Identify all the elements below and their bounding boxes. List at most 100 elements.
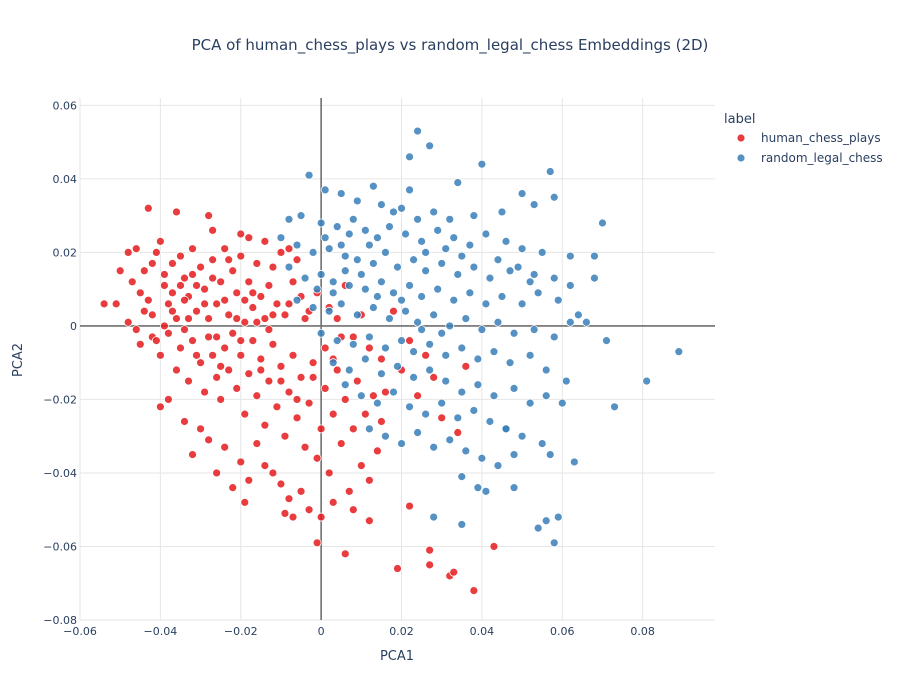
point-random_legal_chess	[421, 266, 431, 276]
point-random_legal_chess	[485, 273, 495, 283]
point-random_legal_chess	[441, 244, 451, 254]
point-human_chess_plays	[377, 354, 386, 364]
point-human_chess_plays	[340, 395, 350, 404]
point-human_chess_plays	[184, 376, 193, 386]
point-human_chess_plays	[429, 372, 439, 382]
point-human_chess_plays	[192, 306, 201, 316]
point-human_chess_plays	[268, 262, 278, 272]
point-random_legal_chess	[433, 284, 443, 294]
point-human_chess_plays	[280, 431, 290, 441]
point-human_chess_plays	[260, 461, 270, 471]
point-random_legal_chess	[581, 317, 591, 327]
point-random_legal_chess	[541, 391, 551, 401]
point-human_chess_plays	[256, 292, 266, 301]
point-human_chess_plays	[236, 336, 246, 346]
point-human_chess_plays	[151, 336, 161, 346]
point-random_legal_chess	[316, 218, 326, 228]
point-human_chess_plays	[216, 395, 226, 404]
point-human_chess_plays	[332, 365, 342, 375]
point-random_legal_chess	[493, 317, 503, 327]
point-human_chess_plays	[336, 439, 346, 448]
series-human_chess_plays	[99, 203, 499, 595]
point-random_legal_chess	[529, 200, 539, 210]
point-random_legal_chess	[549, 192, 559, 202]
point-random_legal_chess	[413, 428, 422, 437]
point-human_chess_plays	[208, 255, 218, 265]
point-human_chess_plays	[236, 457, 246, 467]
point-human_chess_plays	[276, 361, 286, 371]
point-human_chess_plays	[248, 336, 258, 346]
point-random_legal_chess	[409, 372, 418, 382]
point-random_legal_chess	[437, 328, 447, 338]
point-random_legal_chess	[441, 376, 451, 386]
grid-lines	[79, 98, 715, 621]
x-tick-label: 0.06	[550, 625, 575, 638]
y-axis-ticks: −0.08 −0.06 −0.04 −0.02 0 0.02 0.04 0.06	[43, 99, 77, 627]
point-human_chess_plays	[280, 508, 290, 518]
point-human_chess_plays	[232, 288, 242, 298]
point-human_chess_plays	[232, 314, 242, 323]
point-human_chess_plays	[356, 461, 366, 471]
point-human_chess_plays	[308, 358, 318, 368]
point-random_legal_chess	[373, 233, 382, 243]
point-random_legal_chess	[368, 303, 378, 312]
point-human_chess_plays	[248, 288, 258, 298]
point-human_chess_plays	[168, 259, 177, 268]
x-axis-title: PCA1	[380, 649, 414, 664]
point-random_legal_chess	[590, 273, 599, 283]
point-random_legal_chess	[360, 284, 370, 294]
point-random_legal_chess	[473, 380, 483, 390]
point-random_legal_chess	[401, 306, 410, 316]
point-human_chess_plays	[284, 244, 294, 254]
x-tick-label: 0.02	[389, 625, 414, 638]
point-random_legal_chess	[336, 299, 346, 309]
legend-marker-human_chess_plays	[736, 133, 746, 143]
point-random_legal_chess	[409, 347, 418, 357]
point-human_chess_plays	[264, 281, 274, 290]
point-random_legal_chess	[405, 152, 414, 162]
point-random_legal_chess	[397, 203, 406, 213]
point-random_legal_chess	[481, 229, 491, 239]
point-random_legal_chess	[284, 262, 294, 272]
point-random_legal_chess	[405, 281, 414, 290]
point-random_legal_chess	[409, 255, 418, 265]
point-human_chess_plays	[489, 542, 499, 551]
x-tick-label: −0.02	[224, 625, 258, 638]
point-random_legal_chess	[457, 251, 467, 261]
point-human_chess_plays	[208, 273, 218, 283]
point-random_legal_chess	[477, 325, 487, 334]
point-human_chess_plays	[236, 251, 246, 261]
point-human_chess_plays	[244, 369, 254, 379]
point-random_legal_chess	[356, 391, 366, 401]
point-random_legal_chess	[284, 214, 294, 224]
point-human_chess_plays	[220, 343, 230, 353]
point-random_legal_chess	[449, 295, 459, 305]
point-random_legal_chess	[332, 336, 342, 346]
point-random_legal_chess	[674, 347, 684, 357]
point-random_legal_chess	[549, 273, 559, 283]
point-human_chess_plays	[123, 317, 133, 327]
point-random_legal_chess	[537, 439, 547, 448]
point-random_legal_chess	[497, 292, 507, 301]
point-human_chess_plays	[312, 453, 322, 463]
y-tick-label: −0.06	[43, 540, 77, 553]
point-human_chess_plays	[252, 259, 262, 268]
point-human_chess_plays	[216, 361, 226, 371]
point-random_legal_chess	[569, 457, 579, 467]
point-human_chess_plays	[304, 398, 314, 408]
point-human_chess_plays	[212, 299, 222, 309]
point-human_chess_plays	[260, 420, 270, 430]
point-random_legal_chess	[417, 236, 427, 246]
point-random_legal_chess	[461, 314, 471, 323]
point-random_legal_chess	[389, 387, 398, 397]
point-human_chess_plays	[324, 468, 334, 478]
point-random_legal_chess	[481, 486, 491, 496]
point-random_legal_chess	[545, 167, 555, 176]
point-human_chess_plays	[196, 424, 205, 434]
point-human_chess_plays	[332, 314, 342, 323]
point-random_legal_chess	[324, 306, 334, 316]
point-human_chess_plays	[268, 310, 278, 320]
point-random_legal_chess	[445, 435, 455, 445]
point-random_legal_chess	[397, 439, 406, 448]
point-human_chess_plays	[208, 350, 218, 360]
